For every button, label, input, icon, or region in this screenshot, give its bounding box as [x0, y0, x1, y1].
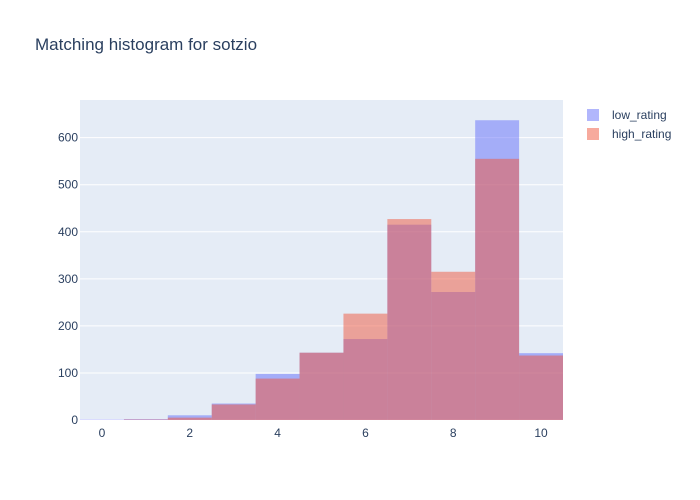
y-tick-label: 600	[58, 131, 78, 145]
legend[interactable]: low_rating high_rating	[587, 108, 671, 141]
bar-high_rating-3	[211, 404, 256, 420]
x-tick-label: 2	[186, 426, 193, 440]
bar-high_rating-8	[431, 271, 476, 420]
bar-high_rating-2	[167, 417, 212, 420]
y-tick-label: 300	[58, 272, 78, 286]
x-tick-label: 4	[274, 426, 281, 440]
x-tick-label: 10	[534, 426, 548, 440]
x-axis-ticks: 0 2 4 6 8 10	[99, 426, 548, 440]
bar-high_rating-9	[475, 158, 520, 420]
chart-title: Matching histogram for sotzio	[35, 35, 257, 54]
y-axis-ticks: 0 100 200 300 400 500 600	[58, 131, 78, 427]
x-tick-label: 6	[362, 426, 369, 440]
legend-swatch-low_rating[interactable]	[587, 109, 599, 121]
bars	[80, 120, 563, 420]
legend-label-high_rating[interactable]: high_rating	[612, 127, 671, 141]
y-tick-label: 0	[71, 413, 78, 427]
bar-high_rating-4	[255, 378, 300, 420]
legend-label-low_rating[interactable]: low_rating	[612, 108, 667, 122]
y-tick-label: 500	[58, 178, 78, 192]
bar-high_rating-7	[387, 219, 432, 420]
x-tick-label: 0	[99, 426, 106, 440]
bar-high_rating-5	[299, 352, 344, 420]
y-tick-label: 100	[58, 366, 78, 380]
legend-swatch-high_rating[interactable]	[587, 128, 599, 140]
bar-high_rating-6	[343, 313, 388, 420]
y-tick-label: 400	[58, 225, 78, 239]
y-tick-label: 200	[58, 319, 78, 333]
x-tick-label: 8	[450, 426, 457, 440]
bar-high_rating-10	[519, 355, 563, 420]
